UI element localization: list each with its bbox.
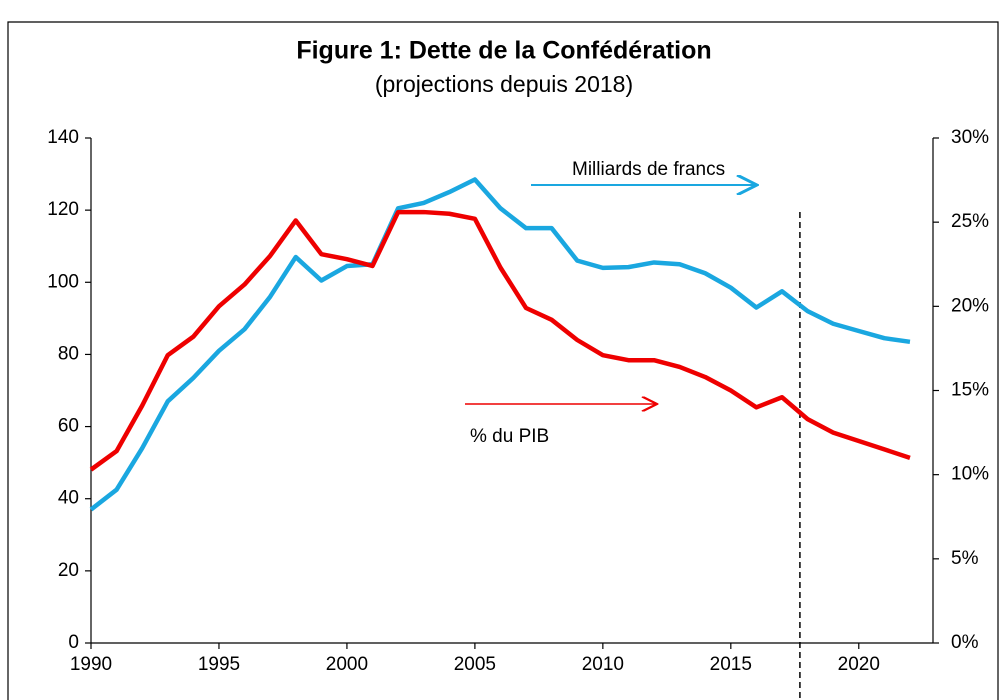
y-tick-label: 100 (47, 271, 79, 292)
y-tick-label: 0 (68, 632, 79, 653)
chart-frame (7, 21, 999, 700)
y2-tick-label: 0% (951, 632, 979, 653)
x-tick-label: 2020 (838, 654, 880, 675)
x-tick-label: 2005 (454, 654, 496, 675)
chart-subtitle: (projections depuis 2018) (375, 71, 633, 97)
series-label: Milliards de francs (572, 159, 725, 180)
x-tick-label: 2015 (710, 654, 752, 675)
x-tick-label: 2010 (582, 654, 624, 675)
x-tick-label: 1990 (70, 654, 112, 675)
x-tick-label: 2000 (326, 654, 368, 675)
y-tick-label: 120 (47, 199, 79, 220)
series-line (89, 209, 911, 472)
y-tick-label: 140 (47, 127, 79, 148)
series-line (89, 177, 911, 512)
y2-tick-label: 5% (951, 548, 979, 569)
series-label: % du PIB (470, 426, 549, 447)
y2-tick-label: 30% (951, 127, 989, 148)
y2-tick-label: 25% (951, 211, 989, 232)
y-tick-label: 80 (58, 343, 79, 364)
y2-tick-label: 20% (951, 295, 989, 316)
y-tick-label: 60 (58, 416, 79, 437)
y2-tick-label: 10% (951, 464, 989, 485)
chart-title: Figure 1: Dette de la Confédération (296, 37, 711, 65)
x-tick-label: 1995 (198, 654, 240, 675)
y2-tick-label: 15% (951, 380, 989, 401)
y-tick-label: 20 (58, 560, 79, 581)
y-tick-label: 40 (58, 488, 79, 509)
